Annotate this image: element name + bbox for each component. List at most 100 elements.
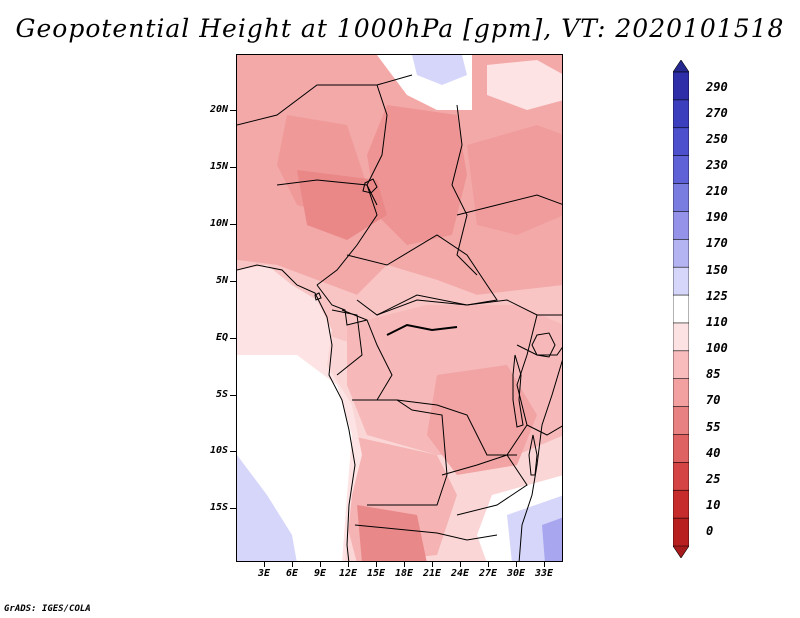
field-core-chad: [367, 105, 467, 245]
colorbar-swatch-14: [673, 434, 689, 464]
border-cameroon: [316, 284, 368, 326]
lat-label-10n: 10N: [209, 218, 228, 229]
field-core-deep: [297, 170, 387, 240]
coastline-west: [237, 264, 356, 561]
field-core-sudan: [467, 125, 562, 235]
map-panel: [236, 54, 563, 562]
colorbar-label-110: 110: [706, 315, 728, 329]
lon-label-9e: 9E: [313, 568, 327, 579]
country-borders: [237, 74, 562, 561]
border-tanzania: [526, 424, 562, 436]
colorbar: [673, 60, 689, 558]
border-angola: [352, 399, 448, 506]
lake-malawi: [528, 434, 538, 476]
colorbar-swatch-1: [673, 71, 689, 101]
colorbar-label-25: 25: [706, 472, 721, 486]
colorbar-swatch-4: [673, 155, 689, 185]
border-drc-east: [506, 314, 538, 456]
lat-tick-15s: [230, 508, 236, 509]
lon-tick-21e: [432, 562, 433, 567]
lake-tanganyika: [512, 354, 524, 428]
colorbar-swatch-5: [673, 183, 689, 213]
colorbar-swatch-8: [673, 266, 689, 296]
geopotential-field-map: [237, 55, 562, 561]
lon-label-24e: 24E: [450, 568, 470, 579]
colorbar-swatch-0: [673, 60, 689, 73]
colorbar-label-270: 270: [706, 106, 728, 120]
lon-tick-33e: [544, 562, 545, 567]
lake-victoria: [531, 332, 556, 358]
border-chad-sudan: [451, 104, 478, 276]
colorbar-label-70: 70: [706, 393, 721, 407]
field-core-katanga: [427, 365, 537, 475]
border-nigeria: [276, 179, 378, 286]
lat-label-5s: 5S: [215, 389, 228, 400]
lat-label-15n: 15N: [209, 161, 228, 172]
lat-tick-10s: [230, 451, 236, 452]
colorbar-label-40: 40: [706, 446, 721, 460]
border-sahel-north: [237, 74, 413, 126]
colorbar-label-150: 150: [706, 263, 728, 277]
colorbar-swatch-13: [673, 406, 689, 436]
border-namibia: [354, 524, 498, 541]
field-blue-patch-n: [412, 55, 467, 85]
border-drc-south: [396, 399, 517, 456]
colorbar-label-230: 230: [706, 158, 728, 172]
lat-label-5n: 5N: [215, 275, 228, 286]
lake-chad: [362, 178, 378, 194]
lon-tick-12e: [348, 562, 349, 567]
lon-label-15e: 15E: [366, 568, 386, 579]
colorbar-label-55: 55: [706, 420, 721, 434]
bioko-island: [314, 292, 322, 301]
colorbar-swatch-12: [673, 378, 689, 408]
lon-label-33e: 33E: [534, 568, 554, 579]
colorbar-label-125: 125: [706, 289, 728, 303]
colorbar-swatch-18: [673, 545, 689, 558]
field-purple-patch-se: [542, 517, 562, 561]
border-congo: [341, 309, 393, 401]
lat-label-20n: 20N: [209, 104, 228, 115]
ocean-blue-patch-sw: [237, 455, 297, 561]
colorbar-swatch-6: [673, 211, 689, 241]
lon-label-12e: 12E: [338, 568, 358, 579]
colorbar-swatch-9: [673, 294, 689, 324]
colorbar-swatch-15: [673, 462, 689, 492]
lat-tick-eq: [230, 338, 236, 339]
lon-tick-9e: [320, 562, 321, 567]
lat-tick-5n: [230, 281, 236, 282]
colorbar-label-100: 100: [706, 341, 728, 355]
coastline-east: [518, 359, 562, 561]
colorbar-label-170: 170: [706, 236, 728, 250]
lon-label-3e: 3E: [257, 568, 271, 579]
colorbar-label-290: 290: [706, 80, 728, 94]
colorbar-swatch-7: [673, 238, 689, 268]
field-core-namibia: [357, 505, 427, 561]
colorbar-label-250: 250: [706, 132, 728, 146]
lon-tick-27e: [488, 562, 489, 567]
lat-tick-15n: [230, 167, 236, 168]
lon-tick-18e: [404, 562, 405, 567]
lat-label-15s: 15S: [209, 502, 228, 513]
border-sudan-ss: [456, 194, 562, 216]
lon-tick-30e: [516, 562, 517, 567]
lat-tick-5s: [230, 395, 236, 396]
lon-label-6e: 6E: [285, 568, 299, 579]
colorbar-label-0: 0: [706, 524, 714, 538]
lat-tick-20n: [230, 110, 236, 111]
lon-tick-6e: [292, 562, 293, 567]
colorbar-swatch-17: [673, 517, 689, 547]
colorbar-swatch-2: [673, 99, 689, 129]
lat-tick-10n: [230, 224, 236, 225]
colorbar-label-10: 10: [706, 498, 721, 512]
lon-label-30e: 30E: [506, 568, 526, 579]
border-car: [346, 234, 498, 316]
lon-tick-15e: [376, 562, 377, 567]
lat-label-eq: EQ: [215, 332, 228, 343]
border-zambia: [441, 454, 528, 516]
colorbar-label-190: 190: [706, 210, 728, 224]
border-niger-chad: [366, 84, 388, 206]
colorbar-swatch-16: [673, 489, 689, 519]
colorbar-swatch-11: [673, 350, 689, 380]
map-title: Geopotential Height at 1000hPa [gpm], VT…: [15, 14, 785, 43]
colorbar-label-210: 210: [706, 184, 728, 198]
